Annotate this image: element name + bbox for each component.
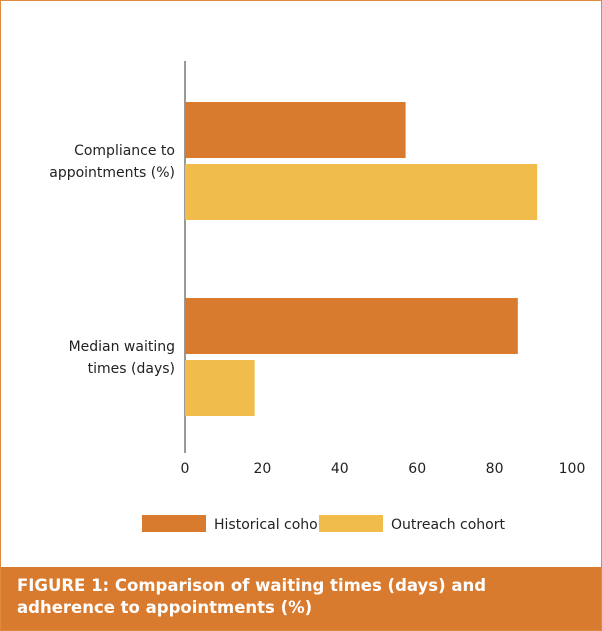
y-category-label: Compliance to appointments (%) bbox=[49, 143, 175, 181]
bar bbox=[185, 102, 406, 158]
x-tick-label: 20 bbox=[253, 461, 271, 477]
legend-label: Historical cohort bbox=[214, 517, 329, 533]
bar bbox=[185, 164, 538, 220]
x-tick-label: 40 bbox=[331, 461, 349, 477]
bar bbox=[185, 360, 255, 416]
figure-caption: FIGURE 1: Comparison of waiting times (d… bbox=[1, 567, 601, 630]
legend-swatch bbox=[319, 515, 383, 532]
x-tick-label: 80 bbox=[486, 461, 504, 477]
x-tick-label: 100 bbox=[559, 461, 586, 477]
y-category-label: Median waiting times (days) bbox=[69, 339, 175, 377]
legend-swatch bbox=[142, 515, 206, 532]
chart: 0 20 40 60 80 100 Compliance to appointments (%… bbox=[49, 61, 586, 533]
legend-label: Outreach cohort bbox=[391, 517, 506, 533]
x-tick-label: 0 bbox=[181, 461, 190, 477]
x-tick-label: 60 bbox=[408, 461, 426, 477]
bar bbox=[185, 298, 518, 354]
